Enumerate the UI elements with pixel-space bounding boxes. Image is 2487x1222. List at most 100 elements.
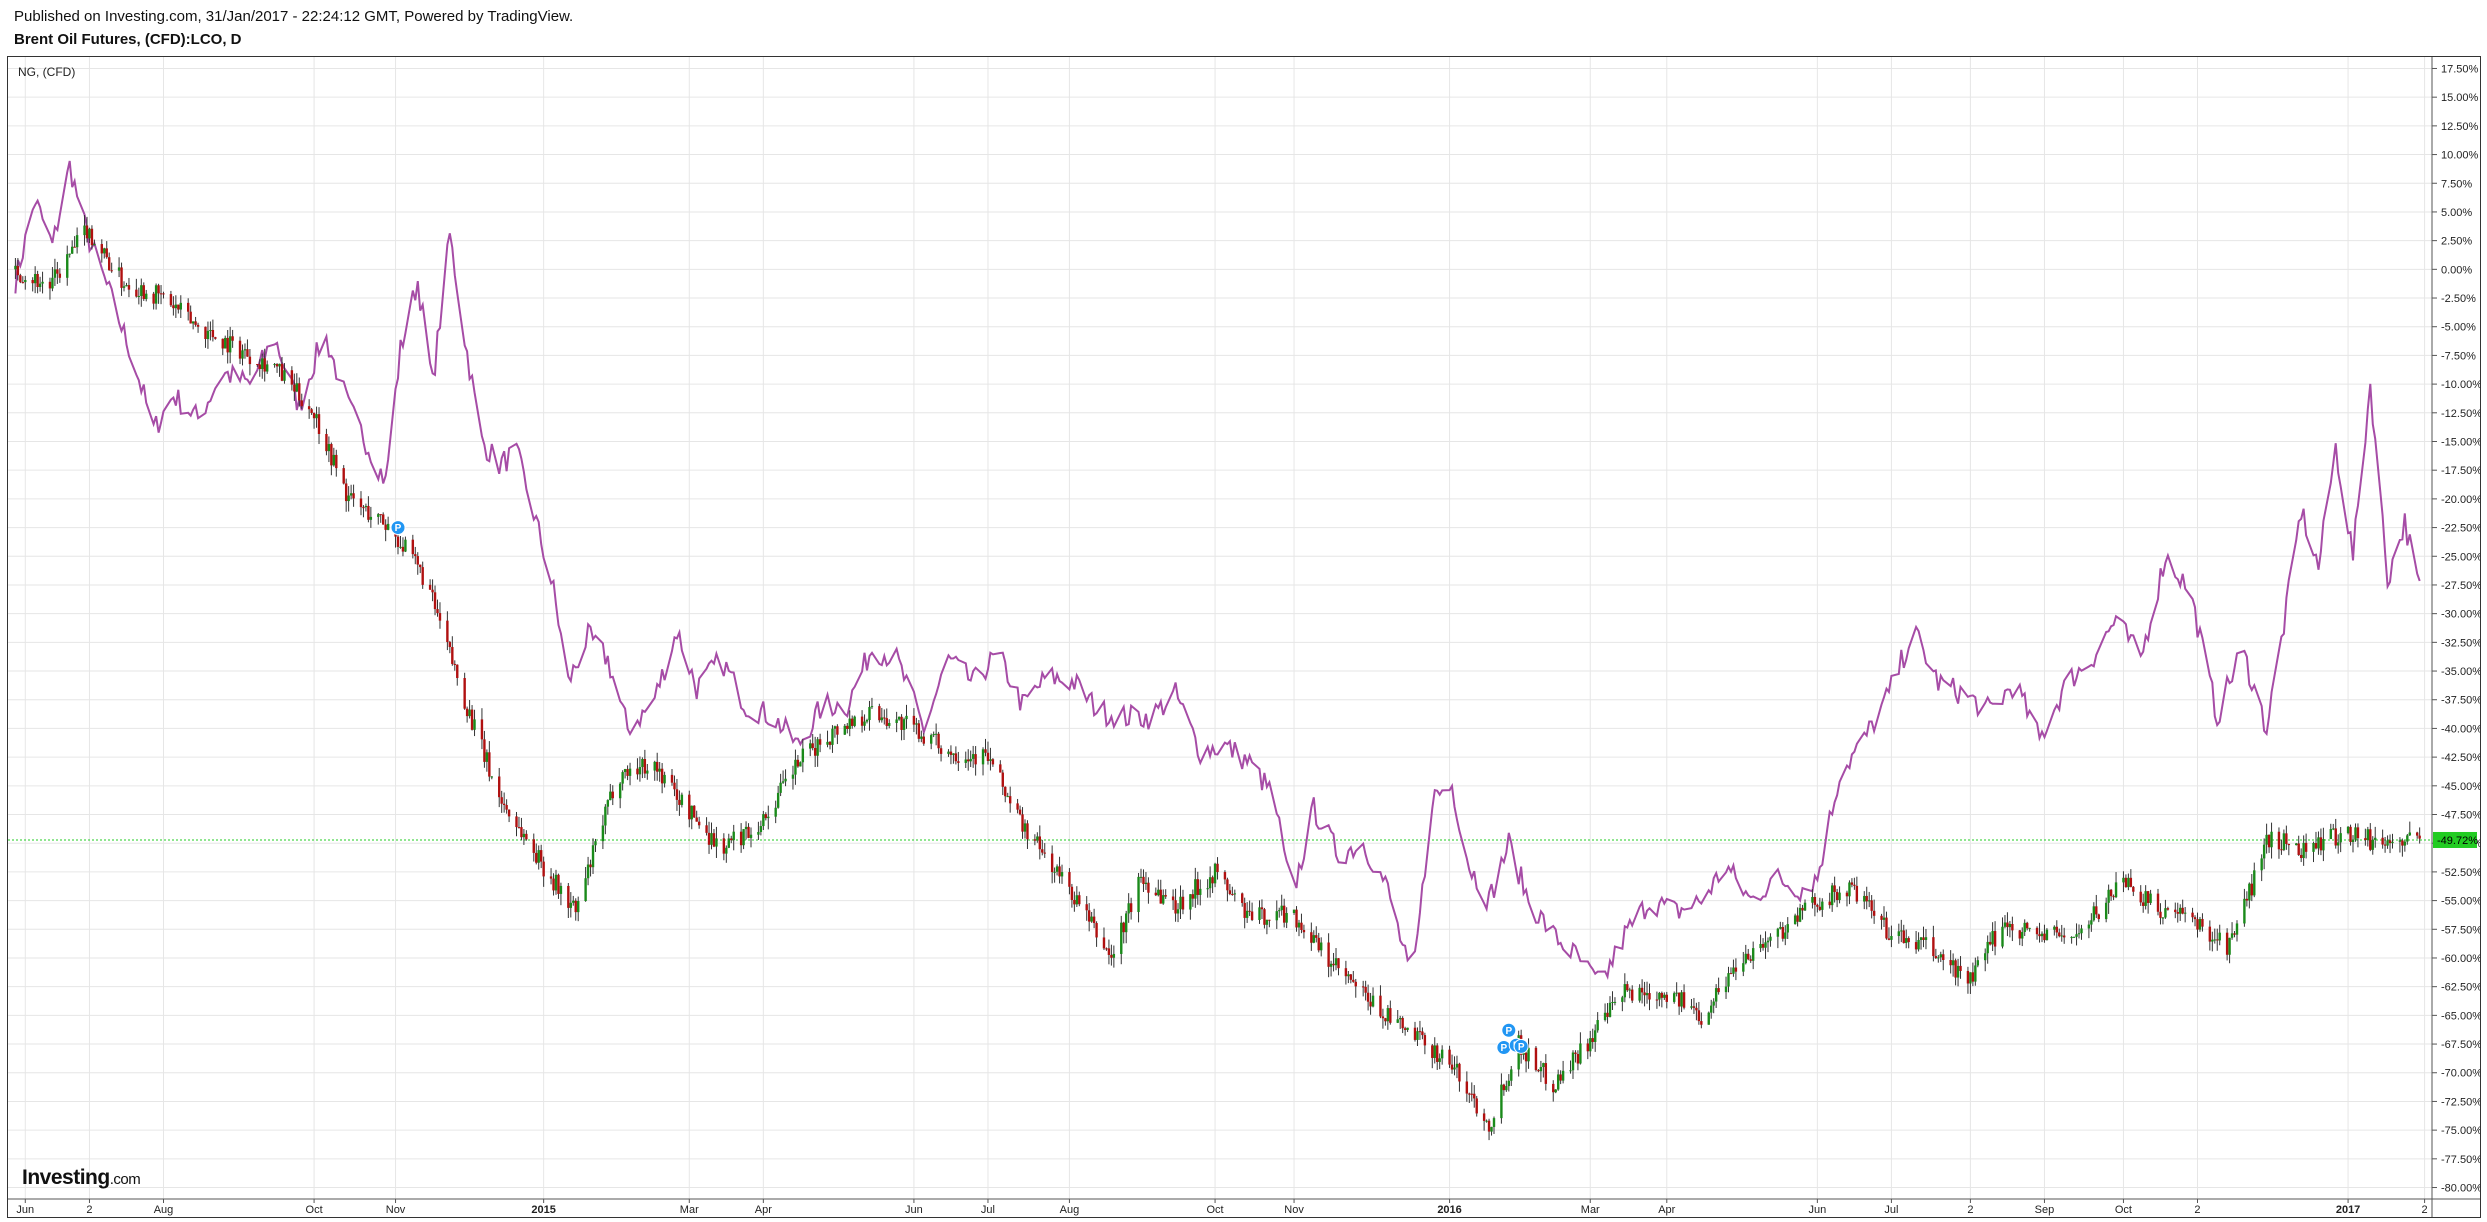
candle[interactable]: [1976, 956, 1980, 968]
candle[interactable]: [103, 247, 106, 259]
candle[interactable]: [463, 672, 466, 710]
candle[interactable]: [330, 442, 333, 476]
candle[interactable]: [169, 290, 173, 307]
candle[interactable]: [572, 895, 575, 906]
candle[interactable]: [1073, 891, 1076, 912]
candle[interactable]: [196, 322, 200, 333]
candle[interactable]: [952, 753, 955, 764]
candle[interactable]: [335, 449, 338, 477]
candle[interactable]: [1919, 936, 1923, 950]
candle[interactable]: [1008, 786, 1012, 813]
candle[interactable]: [298, 377, 301, 407]
candle[interactable]: [749, 827, 753, 848]
candle[interactable]: [1680, 990, 1683, 1013]
candle[interactable]: [396, 533, 400, 555]
candle[interactable]: [1828, 892, 1831, 909]
candle[interactable]: [1043, 843, 1046, 858]
candle[interactable]: [1137, 872, 1140, 923]
candle[interactable]: [522, 829, 526, 845]
candle[interactable]: [2058, 928, 2061, 938]
candle[interactable]: [934, 723, 938, 746]
candle[interactable]: [584, 866, 587, 902]
candle[interactable]: [688, 790, 691, 828]
candle[interactable]: [1189, 894, 1192, 920]
candle[interactable]: [537, 845, 540, 870]
candle[interactable]: [419, 564, 422, 574]
candle[interactable]: [799, 761, 802, 767]
candle[interactable]: [1398, 1015, 1402, 1029]
candle[interactable]: [1769, 933, 1772, 947]
candle[interactable]: [2295, 842, 2298, 846]
candle[interactable]: [159, 285, 163, 305]
candle[interactable]: [554, 869, 558, 895]
candle[interactable]: [446, 611, 449, 651]
candle[interactable]: [1710, 999, 1713, 1019]
candle[interactable]: [364, 503, 368, 512]
candle[interactable]: [1021, 807, 1024, 839]
candle[interactable]: [2003, 915, 2007, 929]
candle[interactable]: [2346, 826, 2350, 835]
candle[interactable]: [1450, 1054, 1454, 1074]
candle[interactable]: [1865, 886, 1868, 910]
candle[interactable]: [2166, 906, 2170, 911]
candle[interactable]: [853, 715, 856, 728]
candle[interactable]: [2282, 829, 2286, 852]
candle[interactable]: [675, 778, 679, 811]
candle[interactable]: [2354, 823, 2357, 842]
candle[interactable]: [1813, 893, 1817, 917]
candle[interactable]: [209, 321, 212, 341]
candle[interactable]: [762, 810, 765, 830]
candle[interactable]: [1939, 951, 1942, 963]
candle[interactable]: [515, 811, 518, 837]
candle[interactable]: [1554, 1089, 1557, 1094]
candle[interactable]: [2001, 917, 2004, 949]
candle[interactable]: [1162, 889, 1165, 905]
candle[interactable]: [591, 838, 595, 875]
candle[interactable]: [917, 719, 921, 743]
candle[interactable]: [2285, 825, 2288, 850]
candle[interactable]: [19, 273, 22, 284]
candle[interactable]: [1171, 889, 1175, 910]
candle[interactable]: [2021, 927, 2024, 947]
candle[interactable]: [1352, 970, 1355, 983]
candle[interactable]: [1068, 868, 1071, 895]
candle[interactable]: [525, 830, 528, 841]
candle[interactable]: [1315, 926, 1318, 943]
candle[interactable]: [436, 599, 439, 617]
candle[interactable]: [238, 336, 242, 365]
candle[interactable]: [2245, 891, 2249, 907]
candle[interactable]: [1416, 1027, 1419, 1047]
candle[interactable]: [2006, 912, 2009, 937]
candle[interactable]: [2265, 823, 2268, 854]
candle[interactable]: [1248, 900, 1251, 917]
candle[interactable]: [1421, 1027, 1424, 1040]
candle[interactable]: [2233, 930, 2236, 938]
candle[interactable]: [1157, 879, 1160, 897]
candle[interactable]: [1544, 1054, 1548, 1091]
candle[interactable]: [2349, 824, 2352, 846]
candle[interactable]: [283, 363, 286, 384]
candle[interactable]: [41, 271, 44, 294]
candle[interactable]: [655, 752, 659, 781]
candle[interactable]: [2216, 928, 2219, 951]
candle[interactable]: [1438, 1053, 1441, 1070]
candle[interactable]: [1934, 948, 1938, 960]
candle[interactable]: [206, 321, 210, 349]
candle[interactable]: [1282, 898, 1286, 928]
candle[interactable]: [1751, 941, 1755, 970]
candle[interactable]: [500, 790, 503, 813]
candle[interactable]: [2277, 827, 2281, 859]
candle[interactable]: [1228, 883, 1232, 896]
candle[interactable]: [1102, 927, 1106, 951]
candle[interactable]: [920, 730, 923, 743]
candle[interactable]: [1579, 1032, 1582, 1065]
candle[interactable]: [2302, 835, 2305, 866]
candle[interactable]: [2253, 862, 2256, 898]
candle[interactable]: [384, 519, 387, 542]
candle[interactable]: [878, 703, 881, 723]
candle[interactable]: [947, 749, 950, 757]
candle[interactable]: [1455, 1055, 1459, 1079]
candle[interactable]: [794, 749, 797, 785]
candle[interactable]: [2336, 834, 2340, 854]
candle[interactable]: [1576, 1050, 1580, 1071]
